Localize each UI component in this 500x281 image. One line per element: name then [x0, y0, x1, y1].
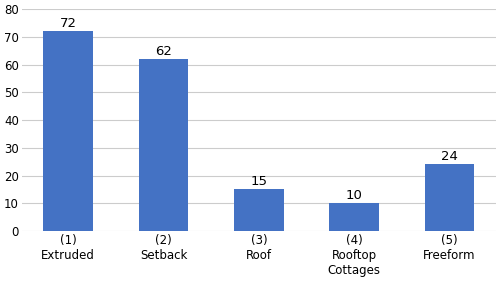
Bar — [424, 164, 474, 231]
Text: 24: 24 — [441, 150, 458, 163]
Bar — [138, 59, 188, 231]
Bar — [330, 203, 379, 231]
Bar — [44, 31, 93, 231]
Bar — [234, 189, 283, 231]
Text: 15: 15 — [250, 175, 268, 188]
Text: 62: 62 — [155, 45, 172, 58]
Text: 10: 10 — [346, 189, 362, 202]
Text: 72: 72 — [60, 17, 76, 30]
